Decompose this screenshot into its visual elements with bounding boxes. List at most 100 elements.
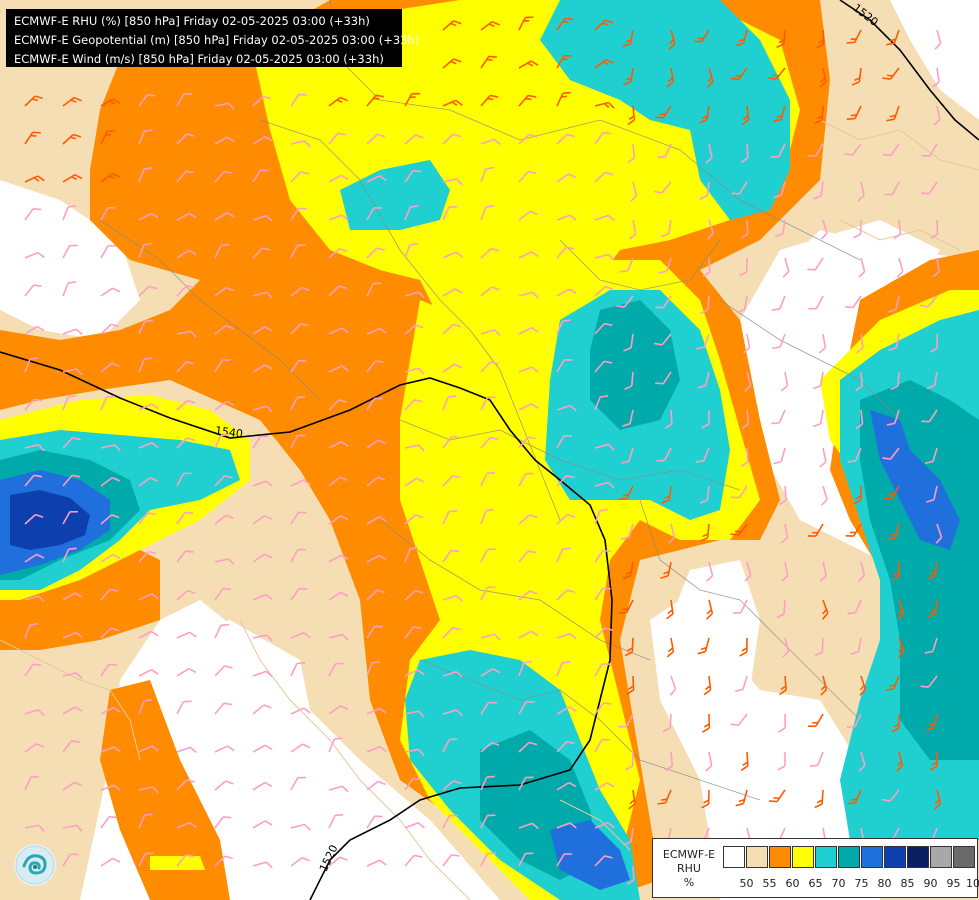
wind-barb — [882, 143, 900, 157]
wind-barb — [138, 167, 153, 183]
wind-barb — [252, 820, 273, 829]
border-line — [99, 219, 321, 401]
wind-barb — [442, 670, 463, 678]
wind-barb — [774, 219, 786, 238]
coastline — [239, 619, 471, 900]
wind-barb — [920, 295, 938, 308]
legend-swatch — [723, 846, 745, 868]
wind-barb — [480, 204, 495, 221]
wind-barb — [366, 439, 387, 449]
coastline — [819, 119, 979, 171]
wind-barb — [855, 409, 864, 430]
wind-barb — [740, 143, 749, 164]
wind-barb — [622, 409, 634, 427]
wind-barb — [100, 129, 116, 145]
wind-barb — [442, 178, 463, 186]
wind-barb — [138, 357, 153, 373]
wind-barb — [884, 485, 900, 500]
wind-barb — [629, 219, 637, 240]
wind-barb — [556, 214, 577, 221]
wind-barb — [442, 288, 463, 297]
wind-barb — [518, 822, 539, 830]
wind-barb — [808, 295, 824, 310]
wind-barb — [176, 779, 195, 791]
wind-barb — [442, 627, 461, 639]
wind-barb — [664, 409, 673, 430]
wind-barb — [404, 589, 424, 601]
legend-swatch — [769, 846, 791, 868]
wind-barb — [807, 257, 824, 271]
wind-barb — [739, 637, 748, 657]
wind-barb — [887, 523, 900, 541]
wind-barb — [252, 169, 269, 183]
wind-barb — [669, 675, 677, 696]
wind-barb — [518, 94, 537, 107]
wind-barb — [328, 476, 348, 487]
wind-barb — [138, 813, 153, 829]
ecmwf-logo-icon — [14, 844, 56, 886]
wind-barb — [404, 205, 419, 221]
wind-barb — [138, 630, 159, 639]
wind-barb — [622, 29, 634, 48]
wind-barb — [24, 95, 43, 107]
wind-barb — [887, 295, 900, 313]
wind-barb — [252, 744, 273, 753]
wind-barb — [884, 181, 900, 196]
wind-barb — [807, 523, 824, 537]
wind-barb — [773, 447, 786, 465]
rh-65-area-southwest-island — [150, 856, 205, 870]
wind-barb — [518, 436, 536, 449]
wind-barb — [176, 700, 192, 715]
wind-barb — [290, 396, 306, 411]
wind-barb — [442, 251, 463, 259]
wind-barb — [252, 704, 272, 715]
wind-barb — [214, 102, 235, 110]
contour-1520 — [839, 0, 979, 141]
wind-barb — [934, 29, 942, 50]
legend-tick-label: 55 — [762, 877, 777, 890]
wind-barb — [290, 743, 311, 753]
wind-barb — [290, 359, 307, 373]
wind-barb — [100, 476, 120, 487]
wind-barb — [821, 599, 829, 620]
wind-barb — [214, 745, 235, 753]
wind-barb — [214, 170, 233, 183]
legend-swatches — [723, 846, 976, 868]
wind-barb — [706, 67, 714, 88]
wind-barb — [594, 395, 609, 411]
wind-barb — [100, 206, 116, 221]
legend-swatch — [907, 846, 929, 868]
wind-barb — [442, 738, 458, 753]
wind-barb — [328, 515, 349, 525]
wind-barb — [845, 523, 862, 537]
wind-barb — [366, 247, 385, 259]
wind-barb — [777, 713, 787, 733]
wind-barb — [24, 553, 45, 563]
wind-barb — [138, 212, 159, 221]
wind-barb — [366, 476, 386, 487]
wind-barb — [518, 251, 539, 259]
wind-barb — [24, 775, 39, 791]
wind-barb — [706, 561, 714, 582]
wind-barb — [480, 741, 500, 753]
border-line — [719, 299, 901, 421]
wind-barb — [176, 249, 197, 259]
legend-tick-label: 100 — [966, 877, 979, 890]
wind-barb — [820, 219, 828, 240]
wind-barb — [518, 590, 538, 601]
wind-barb — [779, 485, 788, 506]
wind-barb — [858, 257, 866, 278]
legend-tick-label: 75 — [854, 877, 869, 890]
wind-barb — [699, 105, 710, 124]
wind-barb — [100, 98, 121, 107]
wind-barb — [480, 138, 501, 146]
wind-barb — [290, 479, 311, 487]
wind-barb — [404, 399, 423, 411]
wind-barb — [594, 19, 614, 31]
wind-barb — [176, 437, 195, 449]
wind-barb — [594, 627, 613, 639]
wind-barb — [735, 29, 748, 47]
wind-barb — [888, 333, 900, 351]
legend-tick-label: 85 — [900, 877, 915, 890]
